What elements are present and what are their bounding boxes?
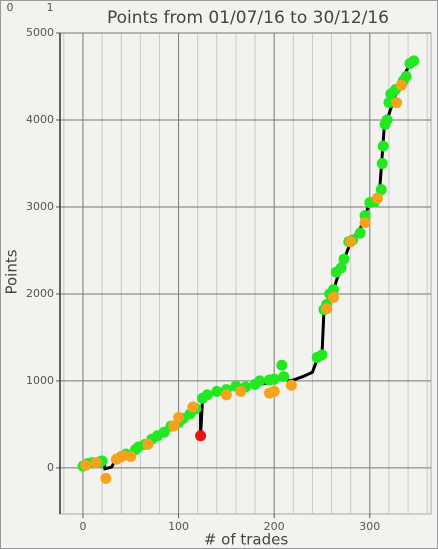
x-tick-label: 300	[359, 520, 380, 533]
trade-point	[354, 227, 366, 239]
chart-title: Points from 01/07/16 to 30/12/16	[107, 8, 389, 28]
trade-point	[383, 97, 395, 109]
trade-point	[201, 389, 213, 401]
trade-point	[268, 373, 280, 385]
trade-point	[187, 401, 199, 413]
trade-point	[321, 303, 333, 315]
trade-point	[278, 371, 290, 383]
trade-point	[168, 420, 180, 432]
y-tick-label: 5000	[26, 26, 54, 39]
trade-point	[211, 385, 223, 397]
x-axis-label: # of trades	[204, 531, 289, 549]
y-tick-label: 3000	[26, 200, 54, 213]
trade-point	[285, 379, 297, 391]
x-tick-label: 0	[79, 520, 86, 533]
trade-point	[268, 385, 280, 397]
x-tick-label: 100	[168, 520, 189, 533]
trade-point	[254, 375, 266, 387]
trade-point	[376, 157, 388, 169]
trade-point	[359, 217, 371, 229]
trade-point	[338, 253, 350, 265]
trade-point	[276, 359, 288, 371]
trade-point	[408, 55, 420, 67]
x-tick-label: 200	[264, 520, 285, 533]
trade-point	[327, 291, 339, 303]
plot-area	[59, 32, 432, 515]
y-tick-label: 4000	[26, 113, 54, 126]
trade-point	[195, 430, 207, 442]
trade-point	[400, 70, 412, 82]
corner-label: 1	[47, 1, 54, 14]
trade-point	[377, 140, 389, 152]
trade-point	[345, 236, 357, 248]
y-tick-label: 1000	[26, 374, 54, 387]
y-tick-label: 2000	[26, 287, 54, 300]
trade-point	[220, 389, 232, 401]
trade-point	[395, 79, 407, 91]
trade-point	[381, 114, 393, 126]
trade-point	[235, 385, 247, 397]
trade-point	[100, 472, 112, 484]
trade-point	[80, 459, 92, 471]
y-tick-label: 0	[47, 461, 54, 474]
corner-label: 0	[7, 1, 14, 14]
trade-point	[391, 97, 403, 109]
trade-point	[335, 262, 347, 274]
trade-point	[327, 284, 339, 296]
trade-point	[125, 451, 137, 463]
trade-point	[142, 438, 154, 450]
trade-point	[173, 411, 185, 423]
trade-point	[316, 349, 328, 361]
trade-point	[375, 184, 387, 196]
trade-point	[371, 192, 383, 204]
trade-point	[90, 457, 102, 469]
y-axis-label: Points	[3, 249, 21, 294]
